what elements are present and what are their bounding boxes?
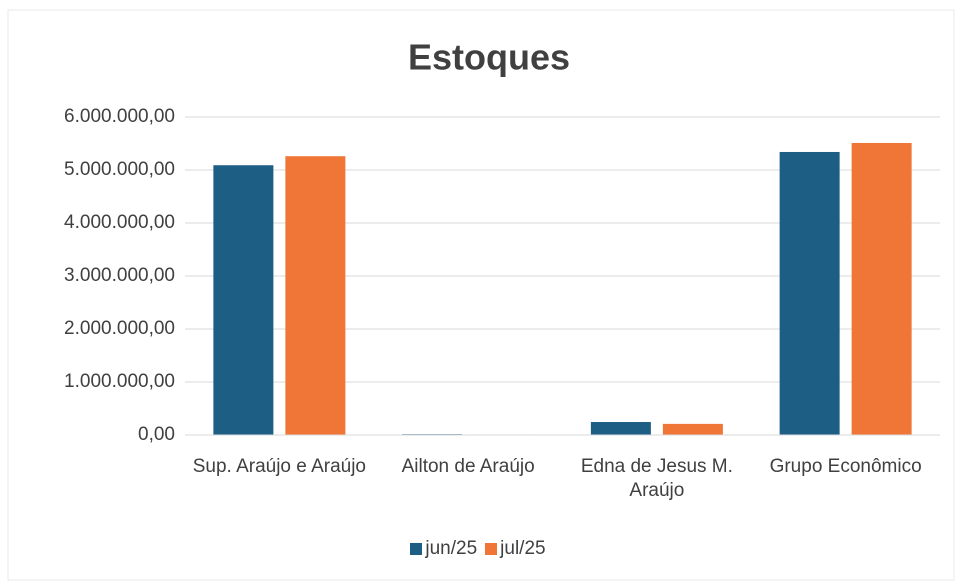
y-tick-label: 3.000.000,00 (64, 265, 175, 286)
legend-label: jun/25 (425, 538, 478, 559)
y-tick-label: 5.000.000,00 (64, 159, 175, 180)
x-tick-label: Ailton de Araújo (401, 456, 535, 477)
bar (662, 423, 723, 435)
legend-label: jul/25 (500, 538, 546, 559)
bar (285, 156, 346, 435)
y-tick-label: 4.000.000,00 (64, 212, 175, 233)
bar (851, 142, 912, 435)
legend: jun/25 jul/25 (0, 538, 956, 560)
legend-swatch (410, 543, 423, 555)
chart-title: Estoques (408, 37, 570, 78)
legend-item: jun/25 (410, 538, 477, 560)
legend-item: jul/25 (485, 538, 546, 560)
bar (590, 422, 651, 435)
y-tick-label: 1.000.000,00 (64, 371, 175, 392)
bar (779, 151, 840, 436)
y-tick-label: 0,00 (138, 424, 175, 445)
x-tick-label: Edna de Jesus M. Araújo (580, 456, 733, 501)
y-tick-label: 2.000.000,00 (64, 318, 175, 339)
x-tick-label: Grupo Econômico (769, 456, 922, 477)
bar (213, 165, 274, 436)
y-tick-label: 6.000.000,00 (64, 106, 175, 127)
legend-swatch (485, 543, 498, 555)
x-tick-label: Sup. Araújo e Araújo (192, 456, 366, 477)
